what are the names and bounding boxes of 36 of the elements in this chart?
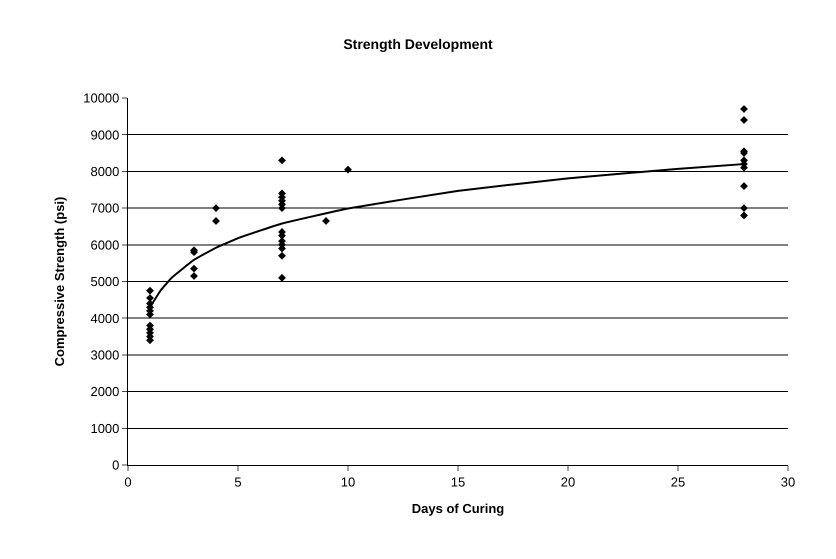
y-axis-title: Compressive Strength (psi) bbox=[52, 196, 68, 366]
point bbox=[740, 105, 748, 113]
point bbox=[740, 182, 748, 190]
point bbox=[278, 156, 286, 164]
x-tick-label: 25 bbox=[670, 474, 686, 490]
y-tick-label: 2000 bbox=[90, 384, 120, 400]
point bbox=[278, 274, 286, 282]
y-tick-label: 4000 bbox=[90, 310, 120, 326]
y-tick-label: 9000 bbox=[90, 127, 120, 142]
y-tick-label: 6000 bbox=[90, 237, 120, 252]
y-tick-label: 0 bbox=[112, 458, 120, 473]
point bbox=[212, 204, 220, 212]
y-tick-label: 3000 bbox=[90, 347, 120, 362]
x-tick-label: 0 bbox=[124, 474, 132, 490]
point bbox=[344, 166, 352, 174]
point bbox=[740, 212, 748, 220]
y-tick-label: 10000 bbox=[83, 90, 120, 106]
x-tick-label: 15 bbox=[450, 474, 466, 490]
point bbox=[740, 204, 748, 212]
y-tick-label: 7000 bbox=[90, 200, 120, 216]
point bbox=[322, 217, 330, 225]
point bbox=[190, 272, 198, 280]
chart-title: Strength Development bbox=[343, 36, 494, 52]
x-tick-label: 10 bbox=[340, 474, 356, 490]
y-tick-label: 5000 bbox=[90, 274, 120, 290]
point bbox=[740, 116, 748, 124]
point bbox=[190, 264, 198, 273]
point bbox=[278, 252, 286, 260]
x-tick-label: 20 bbox=[560, 474, 576, 490]
point bbox=[212, 217, 220, 225]
point bbox=[146, 286, 154, 295]
x-tick-label: 5 bbox=[234, 474, 242, 490]
y-tick-label: 1000 bbox=[90, 420, 120, 436]
x-axis-title: Days of Curing bbox=[412, 501, 504, 516]
y-tick-label: 8000 bbox=[90, 164, 120, 179]
x-tick-label: 30 bbox=[780, 474, 796, 490]
